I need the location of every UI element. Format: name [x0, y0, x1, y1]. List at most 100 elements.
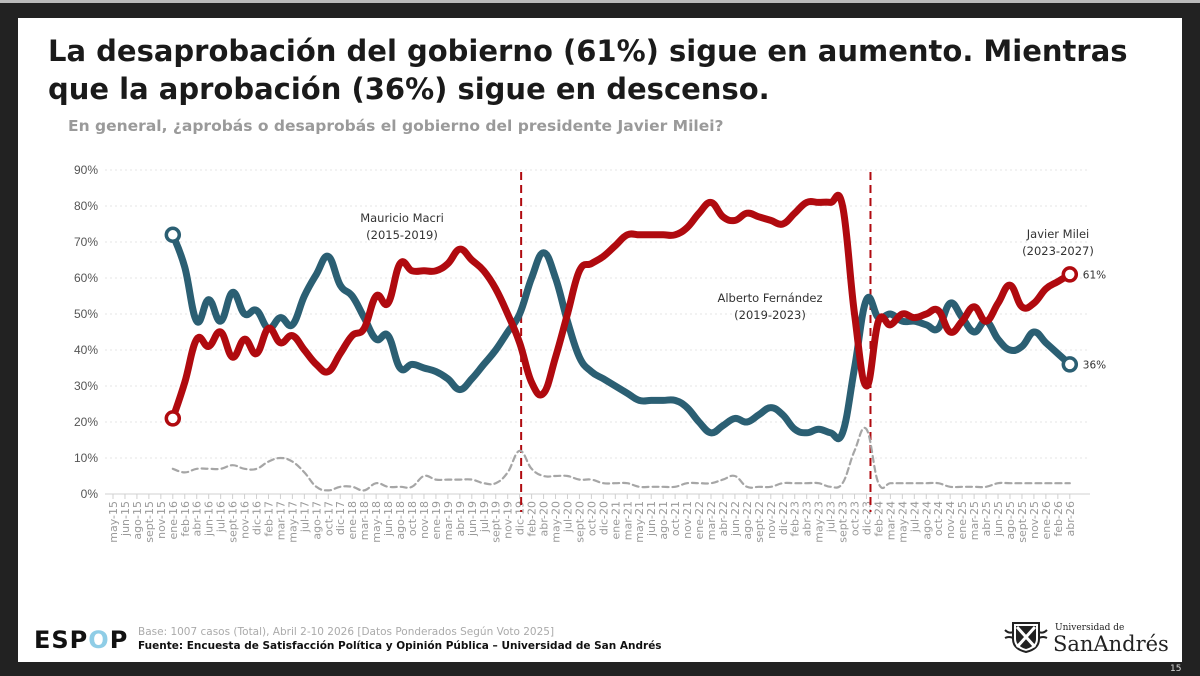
start-marker	[164, 410, 182, 427]
x-tick-label: mar-25	[968, 501, 981, 540]
x-tick-label: ene-25	[956, 501, 969, 539]
x-tick-label: nov-24	[944, 501, 957, 539]
window-top-border	[0, 0, 1200, 3]
x-tick-label: sept-16	[227, 501, 240, 543]
x-tick-label: nov-22	[765, 501, 778, 539]
x-tick-label: dic-16	[251, 501, 264, 535]
x-tick-label: ene-18	[346, 501, 359, 539]
x-tick-label: ago-15	[131, 501, 144, 540]
y-tick-label: 60%	[74, 271, 98, 285]
x-tick-label: dic-23	[860, 501, 873, 535]
x-tick-label: nov-21	[681, 501, 694, 539]
period-annotation-years: (2023-2027)	[1022, 244, 1094, 258]
footer-base: Base: 1007 casos (Total), Abril 2-10 202…	[138, 626, 555, 638]
period-annotation-years: (2015-2019)	[366, 228, 438, 242]
x-tick-label: nov-18	[418, 501, 431, 539]
x-tick-label: ago-22	[741, 501, 754, 540]
x-tick-label: dic-17	[334, 501, 347, 535]
y-tick-label: 0%	[81, 487, 99, 501]
x-tick-label: oct-21	[669, 501, 682, 536]
x-tick-label: feb-26	[1052, 501, 1065, 537]
x-tick-label: ene-22	[693, 501, 706, 539]
y-tick-label: 80%	[74, 199, 98, 213]
x-tick-label: feb-24	[872, 501, 885, 537]
y-tick-label: 90%	[74, 163, 98, 177]
x-tick-label: jun-15	[119, 501, 132, 537]
x-tick-label: sept-25	[1016, 501, 1029, 543]
x-tick-label: feb-17	[262, 501, 275, 537]
series-line-approval	[169, 231, 1074, 443]
x-tick-label: feb-16	[179, 501, 192, 537]
end-marker	[1061, 356, 1079, 373]
x-tick-label: nov-15	[155, 501, 168, 539]
x-tick-label: sept-22	[753, 501, 766, 543]
x-tick-label: mar-18	[358, 501, 371, 540]
x-tick-label: ene-26	[1040, 501, 1053, 539]
x-tick-label: abr-16	[191, 501, 204, 537]
y-tick-label: 10%	[74, 451, 98, 465]
x-tick-label: abr-25	[980, 501, 993, 537]
x-tick-label: oct-24	[932, 501, 945, 536]
x-tick-label: jul-24	[908, 501, 921, 533]
y-tick-label: 40%	[74, 343, 98, 357]
x-tick-label: mar-21	[621, 501, 634, 540]
x-tick-label: nov-16	[239, 501, 252, 539]
end-value-label: 61%	[1083, 269, 1106, 281]
x-tick-label: sept-15	[143, 501, 156, 543]
series-line-dashed	[171, 426, 1071, 492]
x-tick-label: abr-22	[717, 501, 730, 537]
x-tick-label: jun-25	[992, 501, 1005, 537]
x-tick-label: oct-23	[849, 501, 862, 536]
x-tick-label: mar-17	[274, 501, 287, 540]
x-tick-label: dic-22	[777, 501, 790, 535]
end-value-label: 36%	[1083, 359, 1106, 371]
x-tick-label: sept-23	[837, 501, 850, 543]
x-tick-label: ago-24	[920, 501, 933, 540]
x-tick-label: ago-17	[310, 501, 323, 540]
x-tick-label: ene-21	[609, 501, 622, 539]
x-tick-label: sept-19	[490, 501, 503, 543]
x-tick-label: jul-19	[478, 501, 491, 533]
x-tick-label: ene-16	[167, 501, 180, 539]
x-tick-label: ago-21	[657, 501, 670, 540]
period-annotation-name: Mauricio Macri	[360, 211, 444, 225]
y-tick-label: 20%	[74, 415, 98, 429]
x-tick-label: jul-23	[825, 501, 838, 533]
series-line-disapproval	[169, 191, 1074, 422]
footer-source: Fuente: Encuesta de Satisfacción Polític…	[138, 640, 662, 652]
x-tick-label: jul-16	[215, 501, 228, 533]
y-tick-label: 70%	[74, 235, 98, 249]
x-tick-label: dic-19	[514, 501, 527, 535]
x-tick-label: jul-17	[298, 501, 311, 533]
x-tick-label: may-15	[107, 501, 120, 543]
x-tick-label: feb-20	[526, 501, 539, 537]
x-tick-label: jul-20	[561, 501, 574, 533]
period-annotation-name: Alberto Fernández	[718, 291, 823, 305]
period-annotation-name: Javier Milei	[1026, 227, 1089, 241]
x-tick-label: jun-19	[466, 501, 479, 537]
x-tick-label: oct-18	[406, 501, 419, 536]
x-tick-label: abr-20	[538, 501, 551, 537]
x-tick-label: mar-24	[884, 501, 897, 540]
x-tick-label: feb-23	[789, 501, 802, 537]
x-tick-label: may-23	[813, 501, 826, 543]
x-tick-label: nov-19	[502, 501, 515, 539]
logo-text-small: Universidad de	[1055, 623, 1125, 633]
x-tick-label: sept-20	[573, 501, 586, 543]
x-tick-label: abr-23	[801, 501, 814, 537]
x-tick-label: may-21	[633, 501, 646, 543]
y-tick-label: 30%	[74, 379, 98, 393]
start-marker	[164, 226, 182, 244]
x-tick-label: ago-18	[394, 501, 407, 540]
x-tick-label: dic-20	[597, 501, 610, 535]
x-tick-label: ago-25	[1004, 501, 1017, 540]
x-tick-label: mar-22	[705, 501, 718, 540]
x-tick-label: may-24	[896, 501, 909, 543]
y-tick-label: 50%	[74, 307, 98, 321]
x-tick-label: abr-26	[1064, 501, 1077, 537]
x-tick-label: oct-17	[322, 501, 335, 536]
x-tick-label: nov-25	[1028, 501, 1041, 539]
period-annotation-years: (2019-2023)	[734, 308, 806, 322]
x-tick-label: oct-20	[585, 501, 598, 536]
x-tick-label: jun-21	[645, 501, 658, 537]
